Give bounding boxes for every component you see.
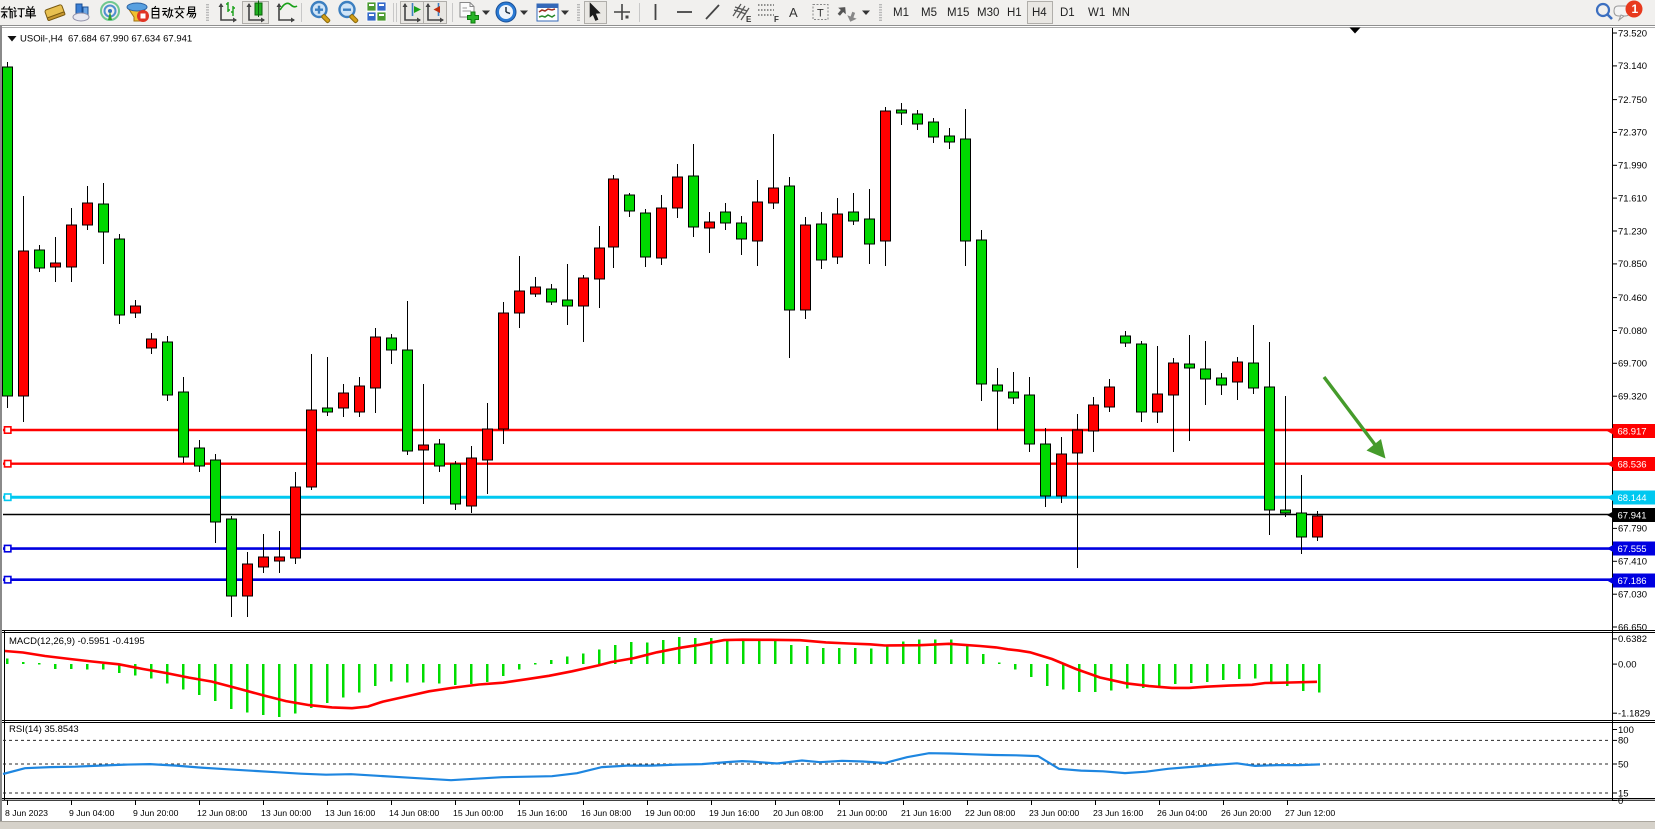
svg-text:H1: H1 [1007, 7, 1022, 19]
svg-text:26 Jun 20:00: 26 Jun 20:00 [1221, 808, 1271, 818]
svg-text:A: A [789, 5, 798, 20]
svg-text:67.790: 67.790 [1618, 524, 1647, 535]
svg-text:100: 100 [1618, 725, 1634, 736]
svg-text:23 Jun 00:00: 23 Jun 00:00 [1029, 808, 1079, 818]
svg-text:69.320: 69.320 [1618, 392, 1647, 403]
svg-text:19 Jun 00:00: 19 Jun 00:00 [645, 808, 695, 818]
svg-text:H4: H4 [1032, 7, 1047, 19]
svg-text:68.536: 68.536 [1618, 460, 1647, 471]
svg-text:8 Jun 2023: 8 Jun 2023 [5, 808, 48, 818]
svg-text:68.917: 68.917 [1618, 427, 1647, 438]
svg-text:20 Jun 08:00: 20 Jun 08:00 [773, 808, 823, 818]
svg-text:14 Jun 08:00: 14 Jun 08:00 [389, 808, 439, 818]
svg-text:15 Jun 00:00: 15 Jun 00:00 [453, 808, 503, 818]
svg-text:22 Jun 08:00: 22 Jun 08:00 [965, 808, 1015, 818]
svg-text:13 Jun 16:00: 13 Jun 16:00 [325, 808, 375, 818]
svg-text:0: 0 [1618, 796, 1623, 807]
svg-text:66.650: 66.650 [1618, 622, 1647, 633]
svg-text:71.610: 71.610 [1618, 193, 1647, 204]
svg-text:67.030: 67.030 [1618, 590, 1647, 601]
svg-text:67.410: 67.410 [1618, 557, 1647, 568]
svg-text:26 Jun 04:00: 26 Jun 04:00 [1157, 808, 1207, 818]
svg-text:15 Jun 16:00: 15 Jun 16:00 [517, 808, 567, 818]
svg-text:67.555: 67.555 [1618, 544, 1647, 555]
svg-text:70.460: 70.460 [1618, 293, 1647, 304]
svg-text:M15: M15 [947, 7, 969, 19]
svg-text:70.080: 70.080 [1618, 326, 1647, 337]
svg-text:12 Jun 08:00: 12 Jun 08:00 [197, 808, 247, 818]
svg-text:21 Jun 16:00: 21 Jun 16:00 [901, 808, 951, 818]
svg-text:E: E [746, 15, 752, 24]
svg-text:T: T [817, 8, 824, 20]
svg-text:69.700: 69.700 [1618, 359, 1647, 370]
svg-text:71.230: 71.230 [1618, 226, 1647, 237]
svg-text:1: 1 [1632, 2, 1639, 16]
svg-text:F: F [774, 15, 779, 24]
svg-text:23 Jun 16:00: 23 Jun 16:00 [1093, 808, 1143, 818]
svg-text:70.850: 70.850 [1618, 259, 1647, 270]
svg-text:0.00: 0.00 [1618, 659, 1637, 670]
svg-text:9 Jun 20:00: 9 Jun 20:00 [133, 808, 179, 818]
svg-text:M5: M5 [921, 7, 937, 19]
svg-text:71.990: 71.990 [1618, 161, 1647, 172]
svg-text:USOil-,H4 67.684 67.990 67.63: USOil-,H4 67.684 67.990 67.634 67.941 [20, 34, 192, 45]
svg-text:MACD(12,26,9) -0.5951 -0.4195: MACD(12,26,9) -0.5951 -0.4195 [9, 636, 145, 647]
svg-text:D1: D1 [1060, 7, 1075, 19]
svg-text:W1: W1 [1088, 7, 1105, 19]
svg-text:M1: M1 [893, 7, 909, 19]
svg-text:M30: M30 [977, 7, 999, 19]
svg-text:21 Jun 00:00: 21 Jun 00:00 [837, 808, 887, 818]
svg-text:67.941: 67.941 [1618, 511, 1647, 522]
svg-text:72.370: 72.370 [1618, 128, 1647, 139]
svg-text:68.144: 68.144 [1618, 493, 1647, 504]
svg-text:50: 50 [1618, 759, 1629, 770]
svg-text:MN: MN [1112, 7, 1130, 19]
svg-text:13 Jun 00:00: 13 Jun 00:00 [261, 808, 311, 818]
svg-text:73.140: 73.140 [1618, 61, 1647, 72]
svg-text:67.186: 67.186 [1618, 576, 1647, 587]
svg-text:9 Jun 04:00: 9 Jun 04:00 [69, 808, 115, 818]
svg-text:19 Jun 16:00: 19 Jun 16:00 [709, 808, 759, 818]
svg-text:16 Jun 08:00: 16 Jun 08:00 [581, 808, 631, 818]
svg-text:80: 80 [1618, 736, 1629, 747]
svg-text:27 Jun 12:00: 27 Jun 12:00 [1285, 808, 1335, 818]
svg-text:0.6382: 0.6382 [1618, 634, 1647, 645]
svg-text:72.750: 72.750 [1618, 95, 1647, 106]
svg-text:RSI(14) 35.8543: RSI(14) 35.8543 [9, 724, 79, 735]
svg-text:15: 15 [1618, 788, 1629, 799]
svg-text:-1.1829: -1.1829 [1618, 709, 1650, 720]
svg-text:73.520: 73.520 [1618, 28, 1647, 39]
